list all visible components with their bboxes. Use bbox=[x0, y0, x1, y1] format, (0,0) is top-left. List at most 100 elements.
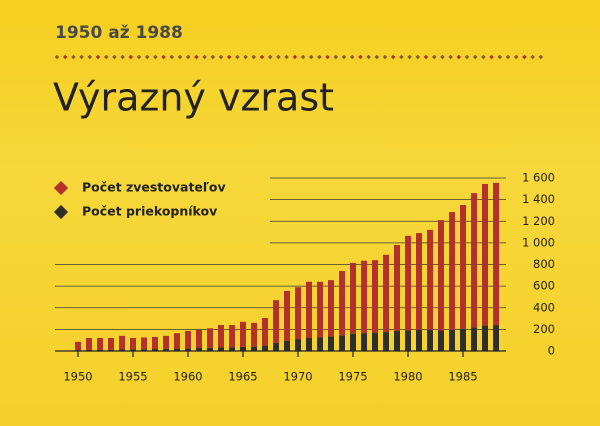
bar-segment bbox=[119, 335, 125, 350]
divider-dot bbox=[112, 54, 117, 60]
bar-segment bbox=[383, 254, 389, 333]
bar-segment bbox=[119, 349, 125, 351]
bar-segment bbox=[383, 332, 389, 351]
bar-segment bbox=[284, 290, 290, 341]
divider-dot bbox=[120, 54, 125, 60]
bar-segment bbox=[218, 347, 224, 351]
bar-segment bbox=[405, 235, 411, 331]
bar-segment bbox=[361, 260, 367, 334]
divider-dot bbox=[235, 54, 240, 60]
divider-dot bbox=[243, 54, 248, 60]
bar-segment bbox=[174, 348, 180, 351]
divider-dot bbox=[210, 54, 216, 60]
bar-segment bbox=[229, 325, 235, 348]
bar-segment bbox=[394, 330, 400, 351]
bar-segment bbox=[229, 347, 235, 351]
bar-segment bbox=[86, 338, 92, 350]
y-tick-label: 1 000 bbox=[522, 235, 555, 249]
divider-dot bbox=[136, 54, 142, 60]
bar-segment bbox=[482, 325, 488, 351]
divider-dot bbox=[71, 54, 76, 60]
bar-segment bbox=[185, 330, 191, 349]
bar-segment bbox=[306, 281, 312, 339]
x-tick-label: 1975 bbox=[338, 370, 367, 384]
divider-dot bbox=[169, 54, 175, 60]
bar-segment bbox=[273, 342, 279, 351]
bar-segment bbox=[273, 300, 279, 343]
chart-title: Výrazný vzrast bbox=[53, 76, 334, 120]
bar-segment bbox=[372, 332, 378, 351]
legend-label: Počet priekopníkov bbox=[82, 204, 217, 219]
divider-dot bbox=[128, 54, 134, 60]
divider-dot bbox=[333, 54, 339, 60]
y-tick-label: 600 bbox=[533, 279, 555, 293]
divider-dot bbox=[218, 54, 224, 60]
bar-segment bbox=[361, 333, 367, 351]
x-tick-label: 1970 bbox=[283, 370, 312, 384]
bar-segment bbox=[416, 329, 422, 351]
divider-dot bbox=[79, 54, 84, 60]
bar-segment bbox=[427, 329, 433, 351]
bar-segment bbox=[207, 328, 213, 348]
bar-segment bbox=[295, 287, 301, 340]
x-tick-label: 1965 bbox=[228, 370, 257, 384]
y-tick-label: 1 200 bbox=[522, 214, 555, 228]
bar-segment bbox=[262, 318, 268, 346]
bar-segment bbox=[350, 262, 356, 334]
bar-segment bbox=[75, 341, 81, 351]
bar-segment bbox=[328, 336, 334, 351]
bar-segment bbox=[196, 329, 202, 348]
bar-segment bbox=[174, 333, 180, 349]
divider-dot bbox=[194, 54, 199, 60]
bar-segment bbox=[306, 338, 312, 351]
divider-dot bbox=[251, 54, 257, 60]
x-tick-label: 1955 bbox=[118, 370, 147, 384]
bar-segment bbox=[493, 182, 499, 326]
bar-segment bbox=[108, 349, 114, 351]
divider-dot bbox=[415, 54, 421, 60]
y-tick-label: 200 bbox=[533, 322, 555, 336]
x-tick-label: 1960 bbox=[173, 370, 202, 384]
bar-segment bbox=[416, 233, 422, 330]
bar-segment bbox=[460, 205, 466, 329]
bar-segment bbox=[130, 338, 136, 350]
divider-dot bbox=[153, 54, 158, 60]
divider-dot bbox=[54, 54, 60, 60]
divider-dot bbox=[292, 54, 298, 60]
bar-segment bbox=[394, 245, 400, 331]
bar-segment bbox=[493, 325, 499, 351]
y-tick-label: 800 bbox=[533, 257, 555, 271]
x-tick-label: 1950 bbox=[63, 370, 92, 384]
bar-segment bbox=[460, 328, 466, 351]
bar-segment bbox=[97, 338, 103, 350]
bar-segment bbox=[141, 337, 147, 350]
bar-segment bbox=[427, 229, 433, 330]
bar-segment bbox=[108, 338, 114, 350]
bar-segment bbox=[218, 325, 224, 348]
bar-segment bbox=[295, 339, 301, 351]
bar-segment bbox=[317, 281, 323, 338]
bar-segment bbox=[449, 212, 455, 330]
bar-segment bbox=[185, 348, 191, 351]
bar-segment bbox=[328, 280, 334, 337]
divider-dot bbox=[226, 54, 232, 60]
divider-dot bbox=[177, 54, 183, 60]
divider-dot bbox=[95, 54, 101, 60]
bar-segment bbox=[471, 193, 477, 328]
bar-segment bbox=[339, 335, 345, 351]
bar-segment bbox=[240, 321, 246, 347]
divider-dot bbox=[161, 54, 166, 60]
bar-segment bbox=[196, 347, 202, 351]
legend-label: Počet zvestovateľov bbox=[82, 180, 226, 195]
bar-segment bbox=[251, 346, 257, 351]
bar-segment bbox=[207, 347, 213, 351]
subtitle: 1950 až 1988 bbox=[55, 23, 183, 43]
bar-segment bbox=[471, 327, 477, 351]
bar-segment bbox=[163, 335, 169, 349]
divider-dot bbox=[497, 54, 503, 60]
bar-segment bbox=[350, 333, 356, 351]
bar-segment bbox=[482, 183, 488, 326]
divider-dot bbox=[144, 54, 150, 60]
